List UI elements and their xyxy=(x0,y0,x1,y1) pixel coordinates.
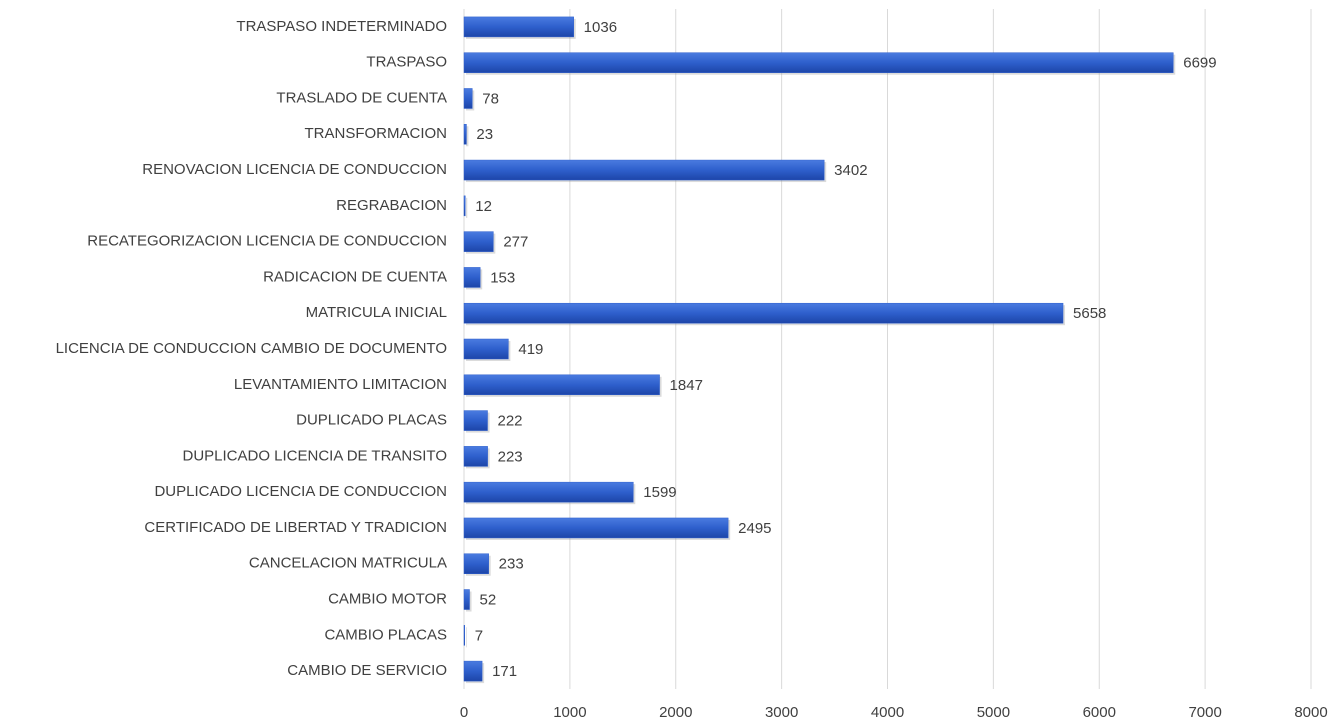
y-tick-label: DUPLICADO LICENCIA DE CONDUCCION xyxy=(154,483,447,500)
bar xyxy=(463,589,470,610)
value-label: 419 xyxy=(518,341,543,358)
value-label: 2495 xyxy=(738,520,771,537)
x-tick-label: 5000 xyxy=(977,704,1010,721)
value-label: 5658 xyxy=(1073,305,1106,322)
value-label: 23 xyxy=(476,126,493,143)
y-tick-label: LEVANTAMIENTO LIMITACION xyxy=(234,376,447,393)
bar xyxy=(463,159,825,181)
y-tick-label: REGRABACION xyxy=(336,197,447,214)
y-tick-label: RENOVACION LICENCIA DE CONDUCCION xyxy=(142,161,447,178)
y-tick-label: DUPLICADO PLACAS xyxy=(296,412,447,429)
y-tick-label: TRASPASO INDETERMINADO xyxy=(236,18,447,35)
y-tick-label: CAMBIO PLACAS xyxy=(324,626,447,643)
y-tick-label: RADICACION DE CUENTA xyxy=(263,268,447,285)
bar-shadow xyxy=(466,126,469,147)
bar xyxy=(463,231,494,252)
bar xyxy=(463,302,1064,324)
bar xyxy=(463,481,634,503)
y-tick-label: DUPLICADO LICENCIA DE TRANSITO xyxy=(182,447,447,464)
value-label: 3402 xyxy=(834,162,867,179)
y-tick-label: MATRICULA INICIAL xyxy=(306,304,447,321)
x-tick-label: 3000 xyxy=(765,704,798,721)
bar xyxy=(463,267,481,288)
bar-shadow xyxy=(466,627,467,648)
value-label: 1847 xyxy=(670,377,703,394)
bar xyxy=(463,660,483,682)
value-label: 233 xyxy=(499,556,524,573)
value-label: 153 xyxy=(490,269,515,286)
y-tick-label: TRASLADO DE CUENTA xyxy=(276,89,447,106)
y-tick-label: CAMBIO DE SERVICIO xyxy=(287,662,447,679)
bar xyxy=(463,517,729,539)
bar xyxy=(463,195,466,217)
x-tick-label: 8000 xyxy=(1294,704,1327,721)
bar xyxy=(463,88,473,109)
bar xyxy=(463,625,465,646)
value-label: 171 xyxy=(492,663,517,680)
y-tick-label: TRANSFORMACION xyxy=(305,125,448,142)
x-tick-label: 6000 xyxy=(1083,704,1116,721)
value-label: 6699 xyxy=(1183,55,1216,72)
y-tick-label: TRASPASO xyxy=(366,54,447,71)
y-tick-label: CAMBIO MOTOR xyxy=(328,590,447,607)
x-tick-label: 0 xyxy=(460,704,468,721)
x-tick-label: 2000 xyxy=(659,704,692,721)
bar xyxy=(463,374,660,396)
x-tick-label: 1000 xyxy=(553,704,586,721)
value-label: 7 xyxy=(475,627,483,644)
bar xyxy=(463,410,488,431)
value-label: 277 xyxy=(503,234,528,251)
value-label: 12 xyxy=(475,198,492,215)
x-tick-label: 4000 xyxy=(871,704,904,721)
value-label: 1036 xyxy=(584,19,617,36)
value-label: 222 xyxy=(498,413,523,430)
value-label: 78 xyxy=(482,90,499,107)
bar xyxy=(463,446,488,467)
y-tick-label: RECATEGORIZACION LICENCIA DE CONDUCCION xyxy=(87,233,447,250)
bar xyxy=(463,124,467,145)
bar xyxy=(463,553,489,574)
bar-shadow xyxy=(466,197,468,218)
y-tick-label: CANCELACION MATRICULA xyxy=(249,555,447,572)
y-tick-label: CERTIFICADO DE LIBERTAD Y TRADICION xyxy=(144,519,447,536)
value-label: 1599 xyxy=(643,484,676,501)
bar xyxy=(463,52,1174,73)
value-label: 223 xyxy=(498,448,523,465)
y-tick-label: LICENCIA DE CONDUCCION CAMBIO DE DOCUMEN… xyxy=(56,340,447,357)
bar xyxy=(463,16,574,38)
bar xyxy=(463,338,509,360)
value-label: 52 xyxy=(480,591,497,608)
x-tick-label: 7000 xyxy=(1188,704,1221,721)
